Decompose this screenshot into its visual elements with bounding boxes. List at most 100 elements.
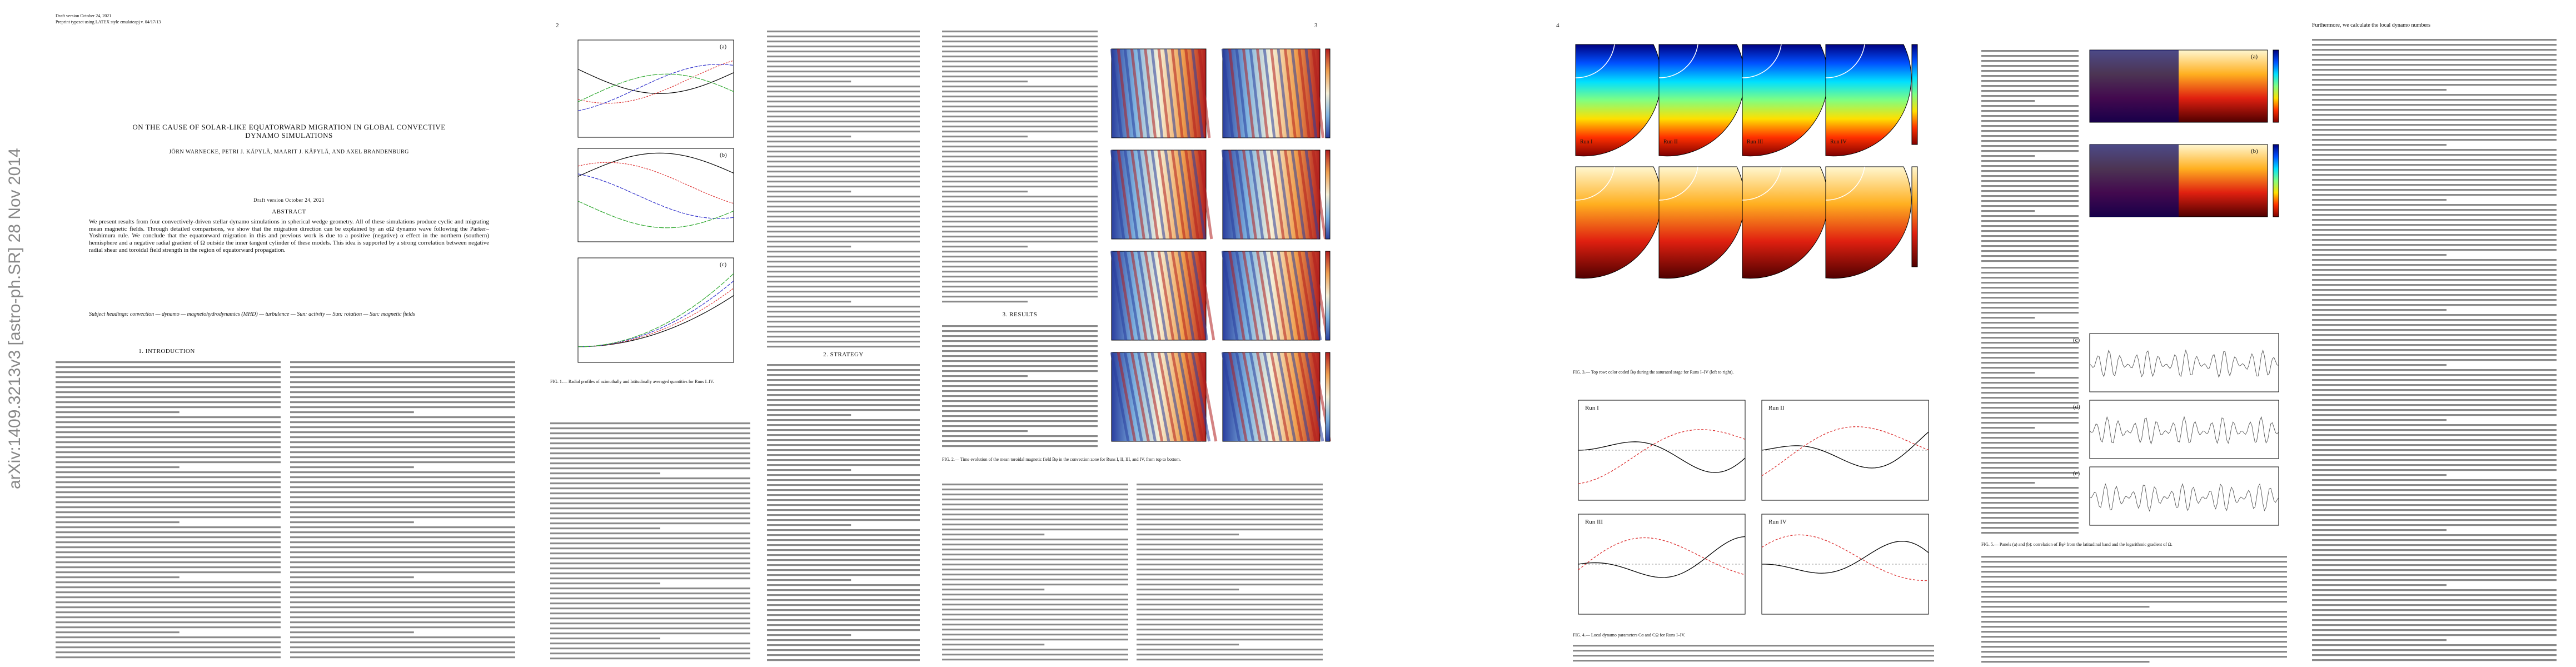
- section-heading: 2. STRATEGY: [823, 351, 864, 358]
- text-line: [56, 401, 281, 404]
- text-line: [942, 71, 1098, 73]
- text-line: [2312, 619, 2557, 621]
- text-line: [290, 371, 515, 374]
- text-line: [767, 529, 920, 531]
- text-line: [290, 516, 515, 519]
- text-line: [942, 554, 1128, 556]
- text-line: [767, 569, 920, 571]
- field-stripe: [1284, 150, 1299, 240]
- text-line: [942, 106, 1098, 108]
- text-line: [290, 591, 515, 594]
- text-line: [1981, 611, 2287, 613]
- text-line: [1981, 105, 2079, 107]
- text-line: [2312, 544, 2557, 546]
- text-line: [942, 221, 1098, 223]
- field-stripe: [1191, 150, 1207, 240]
- colorbar: [2273, 144, 2279, 217]
- text-line: [56, 476, 281, 479]
- text-line: [290, 636, 515, 639]
- curve: [577, 152, 734, 177]
- plot-frame: [577, 257, 734, 363]
- text-line: [767, 654, 920, 656]
- text-line: [1981, 120, 2079, 122]
- section-heading: 1. INTRODUCTION: [138, 348, 195, 355]
- text-line: [1981, 80, 2079, 82]
- text-line: [1137, 569, 1323, 571]
- text-line: [2312, 429, 2557, 431]
- text-line: [767, 341, 920, 343]
- text-line: [1981, 267, 2079, 269]
- text-line: [2312, 119, 2557, 121]
- text-line: [550, 558, 750, 560]
- field-stripe: [1249, 251, 1267, 341]
- text-line: [942, 56, 1098, 58]
- text-line: [550, 578, 750, 580]
- curve: [577, 73, 734, 102]
- curve: [1578, 536, 1746, 578]
- text-line: [942, 281, 1098, 283]
- text-line: [290, 416, 515, 419]
- text-line: [56, 546, 281, 549]
- field-stripe: [1137, 48, 1150, 138]
- text-line: [2312, 589, 2557, 591]
- text-line: [767, 574, 920, 576]
- text-line: [290, 421, 515, 424]
- text-line: [1981, 287, 2079, 289]
- text-line: [2312, 509, 2557, 511]
- text-line: [942, 380, 1098, 382]
- text-line: [1981, 407, 2079, 409]
- text-line: [2312, 534, 2557, 536]
- text-line: [1981, 317, 2035, 319]
- text-line: [942, 216, 1098, 218]
- text-line: [1981, 332, 2079, 334]
- text-line: [1981, 641, 2287, 643]
- text-line: [1573, 660, 1934, 662]
- colorbar: [1911, 166, 1918, 267]
- panel-label: Run III: [1747, 139, 1763, 145]
- text-line: [2312, 129, 2557, 131]
- field-stripe: [1198, 352, 1218, 442]
- text-line: [1137, 574, 1323, 576]
- text-line: [290, 456, 515, 459]
- field-stripe: [1110, 251, 1128, 341]
- field-stripe: [1249, 150, 1264, 240]
- text-line: [942, 201, 1098, 203]
- field-stripe: [1228, 48, 1241, 138]
- field-stripe: [1144, 251, 1162, 341]
- text-line: [767, 604, 920, 606]
- text-line: [290, 426, 515, 429]
- text-line: [942, 91, 1098, 93]
- draft-footer: Draft version October 24, 2021: [253, 197, 325, 203]
- text-line: [2312, 369, 2557, 371]
- field-stripe: [1228, 352, 1248, 442]
- text-line: [942, 206, 1098, 208]
- text-line: [1981, 656, 2287, 658]
- field-stripe: [1198, 48, 1211, 138]
- curve: [577, 173, 734, 219]
- text-line: [942, 111, 1098, 113]
- plot-frame: [577, 39, 734, 138]
- text-line: [942, 101, 1098, 103]
- field-stripe: [1256, 251, 1273, 341]
- text-line: [1981, 402, 2079, 404]
- text-line: [767, 36, 920, 38]
- text-line: [1137, 564, 1323, 566]
- text-line: [767, 306, 920, 308]
- text-line: [942, 181, 1098, 183]
- text-line: [942, 226, 1098, 228]
- text-line: [2312, 324, 2557, 326]
- text-line: [942, 589, 1045, 591]
- text-line: [767, 66, 920, 68]
- text-line: [550, 432, 750, 435]
- text-line: [767, 479, 920, 481]
- text-line: [2312, 154, 2557, 156]
- text-line: [56, 456, 281, 459]
- text-line: [767, 91, 920, 93]
- text-line: [1981, 472, 2079, 474]
- text-line: [56, 616, 281, 619]
- text-line: [290, 466, 414, 469]
- text-line: [550, 608, 750, 610]
- field-stripe: [1277, 48, 1290, 138]
- text-line: [1981, 145, 2079, 147]
- text-line: [767, 71, 920, 73]
